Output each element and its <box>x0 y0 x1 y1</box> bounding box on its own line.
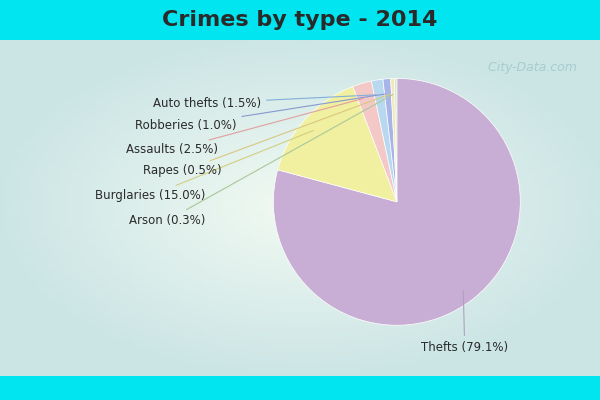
Wedge shape <box>391 78 397 202</box>
Wedge shape <box>274 78 520 325</box>
Text: Burglaries (15.0%): Burglaries (15.0%) <box>95 130 313 202</box>
Text: Thefts (79.1%): Thefts (79.1%) <box>421 291 508 354</box>
Text: Auto thefts (1.5%): Auto thefts (1.5%) <box>153 95 376 110</box>
Wedge shape <box>353 81 397 202</box>
Text: Arson (0.3%): Arson (0.3%) <box>129 94 393 227</box>
Wedge shape <box>395 78 397 202</box>
Text: Rapes (0.5%): Rapes (0.5%) <box>143 94 390 178</box>
Text: Crimes by type - 2014: Crimes by type - 2014 <box>163 10 437 30</box>
Text: City-Data.com: City-Data.com <box>480 62 577 74</box>
Text: Robberies (1.0%): Robberies (1.0%) <box>135 94 385 132</box>
Wedge shape <box>278 86 397 202</box>
Wedge shape <box>383 78 397 202</box>
Wedge shape <box>371 79 397 202</box>
Text: Assaults (2.5%): Assaults (2.5%) <box>126 98 363 156</box>
